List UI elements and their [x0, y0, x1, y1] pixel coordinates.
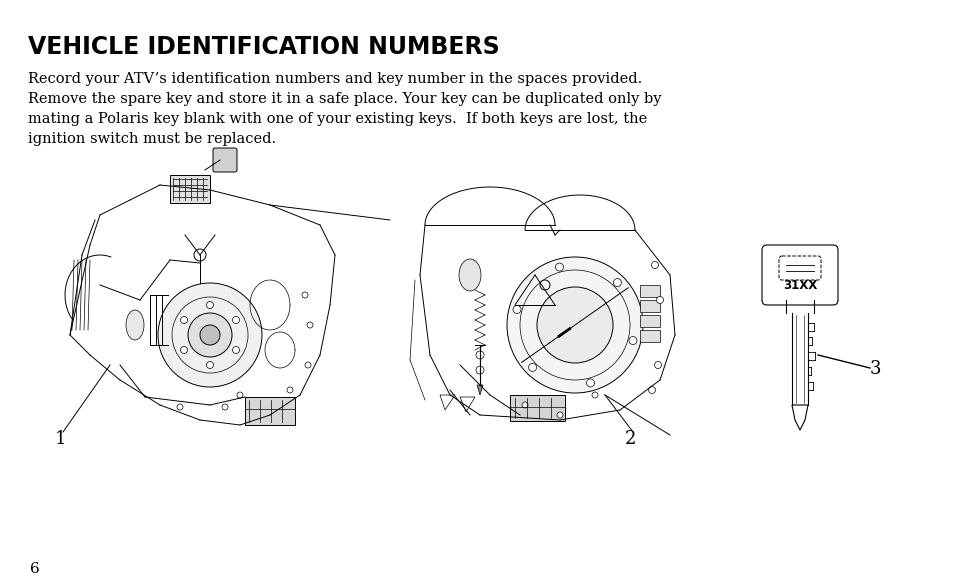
Circle shape — [528, 363, 536, 372]
Circle shape — [158, 283, 262, 387]
Circle shape — [648, 386, 655, 393]
Circle shape — [656, 296, 662, 303]
Circle shape — [177, 404, 183, 410]
Circle shape — [200, 325, 220, 345]
Circle shape — [628, 336, 637, 345]
Text: Record your ATV’s identification numbers and key number in the spaces provided.
: Record your ATV’s identification numbers… — [28, 72, 660, 146]
Bar — [639, 285, 659, 297]
Circle shape — [188, 313, 232, 357]
Text: 1: 1 — [55, 430, 67, 448]
Circle shape — [651, 262, 658, 269]
Circle shape — [557, 412, 562, 418]
Text: VEHICLE IDENTIFICATION NUMBERS: VEHICLE IDENTIFICATION NUMBERS — [28, 35, 499, 59]
Circle shape — [555, 263, 563, 271]
Ellipse shape — [126, 310, 144, 340]
Polygon shape — [476, 385, 482, 395]
Circle shape — [222, 404, 228, 410]
Circle shape — [539, 280, 550, 290]
Bar — [639, 330, 659, 342]
Circle shape — [236, 392, 243, 398]
Circle shape — [180, 346, 188, 353]
Circle shape — [586, 379, 594, 387]
Circle shape — [233, 316, 239, 323]
Text: 31XX: 31XX — [782, 279, 817, 292]
Bar — [510, 395, 564, 421]
Circle shape — [193, 249, 206, 261]
Circle shape — [302, 292, 308, 298]
Circle shape — [287, 387, 293, 393]
Bar — [245, 397, 294, 425]
Polygon shape — [791, 405, 807, 430]
Bar — [639, 315, 659, 327]
Text: 2: 2 — [624, 430, 636, 448]
Circle shape — [592, 392, 598, 398]
Circle shape — [233, 346, 239, 353]
Circle shape — [476, 351, 483, 359]
Circle shape — [537, 287, 613, 363]
Ellipse shape — [458, 259, 480, 291]
Circle shape — [654, 362, 660, 369]
Circle shape — [305, 362, 311, 368]
Circle shape — [206, 302, 213, 309]
Circle shape — [506, 257, 642, 393]
FancyBboxPatch shape — [761, 245, 837, 305]
Circle shape — [307, 322, 313, 328]
Circle shape — [513, 306, 520, 313]
Circle shape — [180, 316, 188, 323]
Bar — [170, 175, 210, 203]
Circle shape — [521, 402, 527, 408]
Bar — [639, 300, 659, 312]
Text: 6: 6 — [30, 562, 40, 576]
Text: 3: 3 — [869, 360, 881, 378]
Circle shape — [613, 279, 620, 286]
Circle shape — [206, 362, 213, 369]
FancyBboxPatch shape — [213, 148, 236, 172]
Circle shape — [476, 366, 483, 374]
